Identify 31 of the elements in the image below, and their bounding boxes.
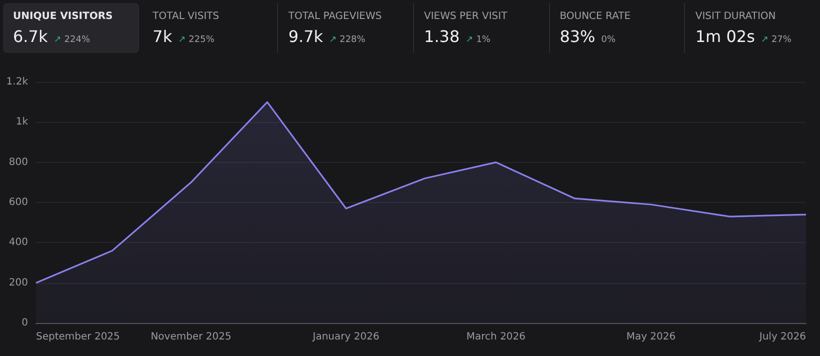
- y-tick-label: 200: [8, 277, 28, 288]
- text: 1m 02s: [695, 27, 755, 46]
- y-tick-label: 1k: [16, 116, 28, 128]
- x-tick-label: September 2025: [36, 332, 120, 342]
- x-tick-label: November 2025: [150, 332, 232, 342]
- y-tick-label: 0: [22, 318, 28, 328]
- text: 0%: [601, 35, 616, 45]
- text: ↗ 27%: [760, 35, 792, 45]
- category-label: VIEWS PER VISIT: [424, 11, 508, 22]
- category-label: TOTAL VISITS: [152, 11, 220, 22]
- text: 7k: [152, 27, 172, 46]
- text: ↗ 224%: [54, 35, 90, 45]
- x-tick-label: July 2026: [758, 332, 806, 342]
- x-tick-label: May 2026: [626, 332, 676, 342]
- category-label: UNIQUE VISITORS: [13, 11, 114, 22]
- y-tick-label: 800: [8, 156, 28, 168]
- text: ↗ 228%: [329, 35, 366, 45]
- category-label: BOUNCE RATE: [560, 11, 632, 22]
- text: 6.7k: [13, 27, 48, 46]
- y-tick-label: 600: [8, 197, 28, 208]
- text: 1.38: [424, 27, 460, 46]
- y-tick-label: 400: [8, 237, 28, 248]
- text: ↗ 1%: [466, 35, 490, 45]
- category-label: VISIT DURATION: [695, 11, 777, 22]
- x-tick-label: January 2026: [312, 332, 380, 342]
- y-tick-label: 1.2k: [6, 76, 28, 88]
- x-tick-label: March 2026: [466, 332, 526, 342]
- category-label: TOTAL PAGEVIEWS: [288, 11, 383, 22]
- text: ↗ 225%: [178, 35, 214, 45]
- text: 83%: [560, 27, 596, 46]
- text: 9.7k: [288, 27, 324, 46]
